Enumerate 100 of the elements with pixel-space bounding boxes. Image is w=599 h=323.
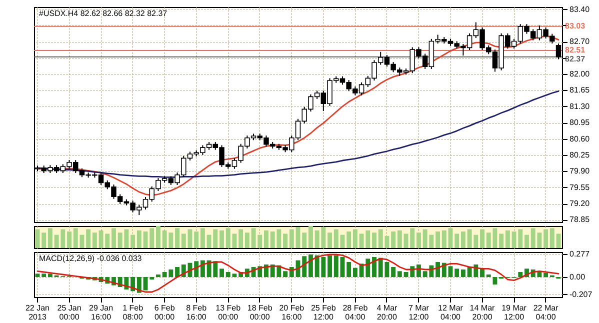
bar <box>86 229 91 248</box>
bar <box>404 272 408 277</box>
x-tick-label: 28 Feb 04:00 <box>342 304 368 322</box>
chart-title: MACD(12,26,9) -0.036 0.033 <box>39 254 142 263</box>
bar <box>448 266 453 277</box>
bar <box>92 232 97 248</box>
bar <box>220 230 224 248</box>
x-tick-label: 6 Feb 00:00 <box>154 304 176 322</box>
bar <box>334 255 338 277</box>
bar <box>391 267 396 277</box>
y-tick-label: 82.70 <box>570 37 590 46</box>
bar <box>67 232 72 248</box>
bar <box>251 228 256 248</box>
bar <box>518 272 523 277</box>
bar <box>524 234 529 248</box>
y-tick-label: 79.20 <box>570 199 590 208</box>
x-tick-label: 8 Feb 16:00 <box>186 304 208 322</box>
y-tick-label: 79.90 <box>570 166 590 176</box>
bar <box>442 230 446 248</box>
bar <box>150 228 154 248</box>
x-tick-label: 12 Mar 04:00 <box>438 304 464 322</box>
bar <box>352 229 358 248</box>
line-series <box>36 254 560 293</box>
bar <box>397 230 402 248</box>
bar <box>194 261 199 277</box>
bar <box>499 234 504 248</box>
ref-line-label: 83.03 <box>565 21 586 30</box>
bar <box>556 234 561 248</box>
bar <box>480 268 484 277</box>
bar <box>372 257 376 277</box>
bar <box>436 232 440 248</box>
chart-title: #USDX.H4 82.62 82.66 82.32 82.37 <box>39 9 168 18</box>
y-tick-label: 0.277 <box>570 249 590 258</box>
bar <box>480 229 484 248</box>
x-tick-label: 25 Jan 00:00 <box>57 304 82 322</box>
bar <box>328 232 332 248</box>
bar <box>296 227 300 248</box>
bar <box>346 262 352 277</box>
bar <box>112 228 116 248</box>
bar <box>175 228 180 248</box>
x-tick-label: 4 Mar 20:00 <box>376 304 398 322</box>
bar <box>130 234 136 248</box>
bar <box>454 268 460 277</box>
bar <box>550 228 554 248</box>
y-tick-label: 83.40 <box>570 4 590 14</box>
bar <box>352 268 358 277</box>
bar <box>42 232 46 248</box>
bar <box>346 232 352 248</box>
bar <box>289 229 294 248</box>
y-tick-label: 82.00 <box>570 70 590 79</box>
bar <box>372 232 376 248</box>
bar <box>258 234 262 248</box>
bar <box>544 229 548 248</box>
bar <box>136 230 142 248</box>
bar <box>156 226 160 248</box>
y-tick-label: 78.85 <box>570 215 590 224</box>
x-tick-label: 13 Feb 00:00 <box>216 304 242 322</box>
bar <box>410 228 415 248</box>
x-tick-label: 14 Mar 20:00 <box>470 304 496 322</box>
y-tick-label: 81.65 <box>570 86 590 95</box>
bar <box>136 277 142 293</box>
bar <box>200 228 205 248</box>
bar <box>308 226 313 248</box>
bar <box>35 274 40 277</box>
bar <box>460 270 466 277</box>
y-tick-label: 81.30 <box>570 102 590 111</box>
bar <box>264 230 268 248</box>
ref-line-label: 82.51 <box>565 45 586 54</box>
x-tick-label: 19 Mar 12:00 <box>502 304 527 322</box>
bar <box>460 232 466 248</box>
x-tick-label: 29 Jan 16:00 <box>89 304 114 322</box>
bar <box>492 277 498 284</box>
bar <box>391 232 396 248</box>
x-tick-label: 20 Feb 16:00 <box>279 304 305 322</box>
bar <box>238 229 244 248</box>
x-tick-label: 7 Mar 12:00 <box>408 304 430 322</box>
y-tick-label: 80.60 <box>570 134 590 144</box>
bar <box>436 262 440 277</box>
bar <box>194 232 199 248</box>
y-tick-label: -0.207 <box>570 290 593 299</box>
x-tick-label: 1 Feb 08:00 <box>122 304 144 322</box>
y-tick-label: 79.55 <box>570 182 590 192</box>
bar <box>48 228 52 248</box>
bar <box>334 229 338 248</box>
bar <box>48 274 52 277</box>
x-tick-label: 22 Mar 04:00 <box>533 304 559 322</box>
bar <box>244 232 250 248</box>
y-tick-label: 80.25 <box>570 150 590 160</box>
bar <box>283 271 288 277</box>
bar <box>328 255 332 277</box>
bar <box>340 257 345 277</box>
bar <box>175 267 180 277</box>
bar <box>416 232 421 248</box>
x-tick-label: 25 Feb 12:00 <box>310 304 336 322</box>
bar <box>397 271 402 277</box>
y-tick-label: 80.95 <box>570 118 590 128</box>
bar <box>505 230 510 248</box>
y-tick-label: 0.00 <box>570 272 586 282</box>
x-tick-label: 18 Feb 00:00 <box>247 304 273 322</box>
bar <box>308 254 313 277</box>
